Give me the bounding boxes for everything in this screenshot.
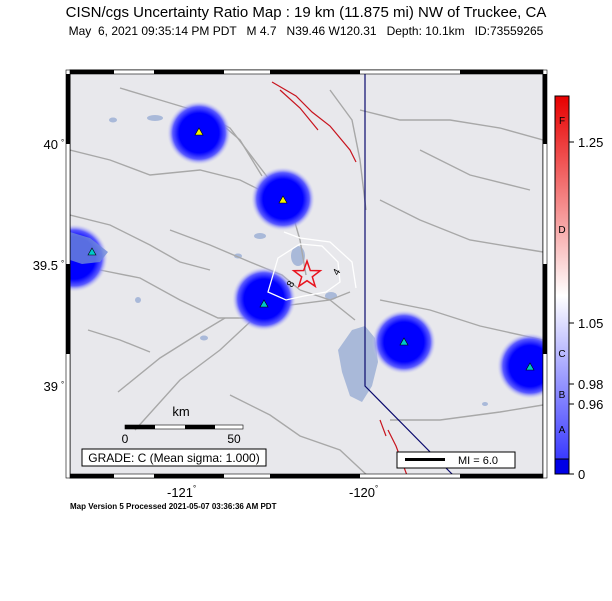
uncertainty-blob [497,333,543,399]
scale-start: 0 [122,432,129,446]
colorbar-value: 0.98 [578,377,603,392]
station-triangle [87,247,97,256]
scale-end: 50 [227,432,241,446]
grade-text: GRADE: C (Mean sigma: 1.000) [88,451,259,465]
degree-mark: ° [61,138,64,147]
map-area[interactable]: 8 4 km 0 50 GRADE: C (Mean sigma: 1.000) [40,70,563,478]
lat-tick-label: 39.5 [33,258,58,273]
grade-box: GRADE: C (Mean sigma: 1.000) [81,448,267,467]
colorbar-letter: C [558,349,565,360]
lake-tahoe [338,326,378,402]
colorbar-value: 1.25 [578,135,603,150]
mi-legend-text: MI = 6.0 [458,455,498,467]
colorbar-value: 0.96 [578,397,603,412]
station-triangle [259,299,269,308]
map-title: CISN/cgs Uncertainty Ratio Map : 19 km (… [65,4,547,21]
map-frame [65,69,548,479]
state-border [364,70,457,478]
scale-title: km [172,404,189,419]
colorbar-letter: B [559,390,566,401]
lake-small [200,335,208,341]
colorbar: F D C B A 1.25 1.05 0.98 0.96 0 [554,95,603,482]
axis-labels: 40 ° 39.5 ° 39 ° -121 ° -120 ° [33,137,379,500]
lake-small [254,233,266,239]
degree-mark: ° [193,484,196,493]
degree-mark: ° [61,380,64,389]
lake-small [109,117,117,123]
uncertainty-blob [232,267,296,331]
colorbar-value: 1.05 [578,316,603,331]
scale-bar: km 0 50 [122,404,244,446]
lon-tick-label: -120 [349,485,375,500]
colorbar-letter: F [559,116,565,127]
station-triangle [525,362,535,371]
lake-small [135,297,141,303]
degree-mark: ° [61,259,64,268]
colorbar-letter: D [558,225,565,236]
colorbar-letter: A [559,425,566,436]
roads [70,87,543,478]
degree-mark: ° [375,484,378,493]
stations[interactable] [87,127,535,371]
lake-small [147,115,163,121]
epicenter-star-icon[interactable] [291,258,323,289]
event-details: May 6, 2021 09:35:14 PM PDT M 4.7 N39.46… [68,24,544,38]
lake-small [482,402,488,406]
lat-tick-label: 40 [44,137,58,152]
mi-legend: MI = 6.0 [396,451,516,469]
contour-label: 4 [331,267,344,278]
map-version-footer: Map Version 5 Processed 2021-05-07 03:36… [70,502,277,511]
lon-tick-label: -121 [167,485,193,500]
station-triangle [194,127,204,136]
lat-tick-label: 39 [44,379,58,394]
contour-label: 8 [285,279,298,290]
lake-small [70,232,108,264]
station-triangle [399,337,409,346]
colorbar-value: 0 [578,467,585,482]
station-triangle [278,195,288,204]
mi-contours [267,231,357,301]
